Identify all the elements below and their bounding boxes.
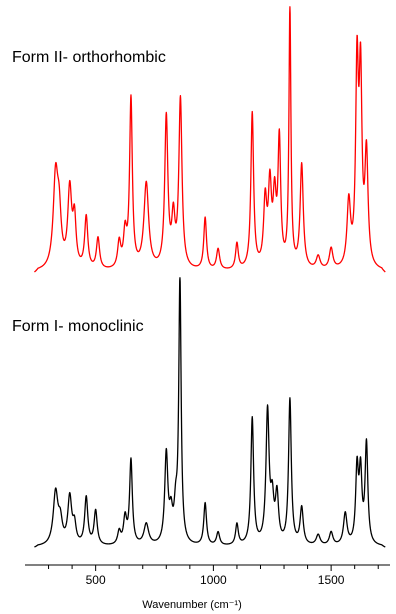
- series-layer: [34, 6, 386, 548]
- x-tick-label: 500: [86, 573, 106, 587]
- series-label-form-i: Form I- monoclinic: [12, 318, 144, 335]
- x-axis-label: Wavenumber (cm⁻¹): [142, 599, 242, 611]
- x-tick-label: 1500: [318, 573, 345, 587]
- x-tick-label: 1000: [200, 573, 227, 587]
- series-line-form-i: [34, 277, 386, 548]
- series-line-form-ii: [34, 6, 386, 273]
- x-axis: 500 1000 1500 Wavenumber (cm⁻¹): [25, 564, 390, 611]
- x-tick-layer: 500 1000 1500: [48, 565, 379, 587]
- series-label-form-ii: Form II- orthorhombic: [12, 49, 166, 66]
